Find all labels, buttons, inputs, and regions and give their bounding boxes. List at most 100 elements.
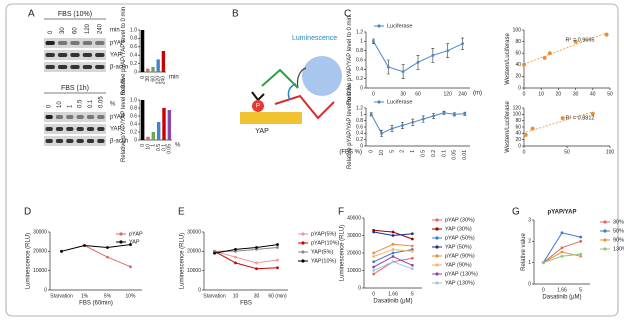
point (560, 254, 564, 258)
y-tick-label: 0.8 (356, 48, 363, 54)
point (372, 230, 376, 234)
point (106, 255, 109, 259)
legend-marker (435, 263, 439, 267)
x-tick-label: 100 (606, 149, 615, 155)
x-tick-label: 5 (579, 287, 582, 293)
point (560, 231, 564, 235)
lane-unit: % (110, 102, 116, 108)
x-tick-label: 240 (458, 91, 467, 97)
blot-band (82, 41, 93, 45)
row-label: YAP (110, 53, 122, 59)
legend-marker (435, 218, 439, 222)
x-axis-label: FBS (60min) (79, 301, 113, 307)
lane-label: 0.05 (98, 96, 104, 108)
x-axis-label: (FBS %) (339, 150, 362, 156)
x-axis-label: min (169, 75, 179, 81)
point (83, 244, 86, 247)
point (401, 124, 404, 127)
y-axis-label: Relative pYAP/YAP level to 0 % (347, 84, 353, 169)
x-tick-label: 60 (415, 91, 421, 97)
legend-label: pYAP (130%) (445, 271, 478, 277)
y-tick-label: 60 (515, 51, 521, 57)
legend-label: pYAP (129, 231, 143, 237)
legend-marker (435, 245, 439, 249)
y-tick-label: 20000 (187, 249, 201, 255)
row-label: β-actin (110, 65, 128, 71)
point (372, 269, 376, 272)
point (579, 254, 583, 258)
lane-label: 1 (67, 104, 73, 108)
y-axis-label: Relative pYAP/YAP level to 0 min (121, 7, 127, 95)
panel-letter: A (28, 9, 35, 20)
y-tick-label: 0 (358, 285, 361, 291)
y-tick-label: 0.2 (130, 129, 137, 135)
luciferase-circle (302, 56, 342, 96)
x-tick-label: 0.5 (421, 150, 427, 157)
blot-strip (44, 136, 106, 146)
blot-title: FBS (1h) (61, 85, 89, 92)
y-tick-label: 0.4 (130, 121, 137, 127)
point (579, 235, 583, 239)
x-tick-label: 40 (590, 91, 596, 97)
point (106, 246, 109, 249)
y-tick-label: 2 (528, 239, 531, 245)
point (391, 242, 395, 246)
legend-marker (377, 100, 381, 104)
point (530, 126, 535, 131)
blot-band (95, 65, 105, 69)
point (579, 252, 583, 256)
bar (146, 68, 150, 72)
blot-band (45, 65, 55, 69)
legend-label: Luciferase (387, 23, 412, 29)
y-tick-label: 0.2 (356, 76, 363, 82)
trend-line (523, 32, 607, 65)
x-axis-label: Dasatinib (μM) (542, 295, 581, 301)
x-tick-label: 30 (145, 76, 151, 82)
point (60, 249, 63, 253)
yap-label: YAP (255, 128, 269, 135)
legend-marker (603, 247, 607, 251)
blot-band (66, 115, 74, 119)
y-axis-label: Luminescence (RLU) (26, 233, 32, 289)
legend-label: YAP (50%) (445, 244, 472, 250)
x-tick-label: 60 (150, 76, 156, 82)
y-tick-label: 0.4 (356, 67, 363, 73)
x-tick-label: 0.05 (452, 150, 458, 160)
y-tick-label: 10000 (33, 268, 47, 274)
point (255, 261, 258, 265)
point (255, 248, 258, 251)
row-label: pYAP (110, 41, 125, 47)
panel-letter: E (178, 207, 185, 218)
y-axis-label: Luminescence (RLU) (180, 233, 186, 289)
phospho-circle (252, 100, 264, 112)
bar (146, 136, 150, 140)
y-tick-label: 1.2 (356, 105, 363, 111)
y-tick-label: 0.6 (130, 113, 137, 119)
point (410, 237, 414, 241)
blot-band (55, 139, 64, 143)
blot-band (66, 139, 74, 143)
x-axis-label: % (175, 143, 181, 149)
blot-band (97, 139, 105, 143)
y-tick-label: 0 (44, 287, 47, 293)
blot-band (82, 65, 93, 69)
y-tick-label: 0 (518, 85, 521, 91)
point (372, 251, 376, 255)
blot-band (55, 115, 64, 119)
series-line (214, 250, 278, 264)
x-tick-label: 10 (145, 144, 151, 150)
y-tick-label: 1 (528, 260, 531, 266)
point (380, 131, 383, 135)
x-tick-label: 1.66 (388, 291, 398, 297)
legend-marker (377, 24, 381, 28)
point (560, 250, 564, 254)
y-tick-label: 1.2 (356, 29, 363, 35)
blot-band (55, 127, 64, 131)
x-tick-label: Starvation (50, 293, 73, 299)
x-tick-label: 30 (573, 91, 579, 97)
legend-marker (435, 281, 439, 285)
point (391, 251, 395, 255)
y-tick-label: 20000 (33, 249, 47, 255)
series-line (214, 244, 278, 254)
